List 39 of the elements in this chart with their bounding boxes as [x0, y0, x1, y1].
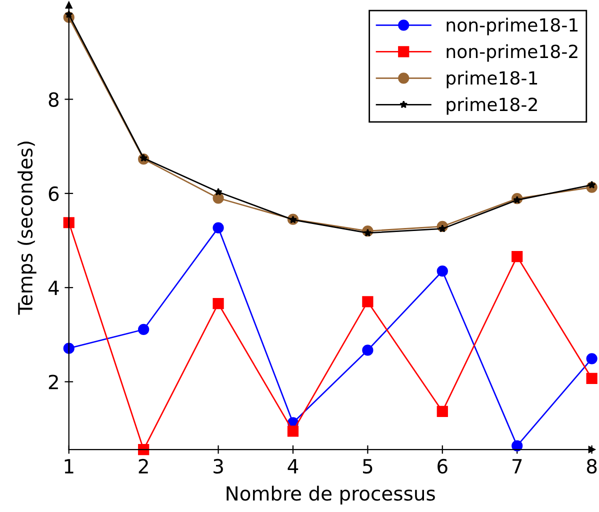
point — [362, 344, 374, 356]
point — [364, 228, 372, 236]
point — [513, 196, 522, 204]
point — [138, 444, 150, 456]
point — [586, 372, 598, 384]
legend-label: non-prime18-2 — [446, 44, 578, 62]
x-tick-label: 8 — [586, 458, 597, 474]
point — [362, 296, 374, 308]
point — [138, 324, 150, 336]
point — [512, 250, 523, 262]
x-tick-label: 2 — [138, 458, 148, 474]
y-axis-title: Temps (secondes) — [18, 142, 36, 315]
x-tick-label: 3 — [214, 458, 223, 474]
point — [287, 426, 299, 437]
point — [214, 188, 222, 196]
point — [140, 154, 148, 162]
point — [588, 180, 596, 188]
y-tick-label: 2 — [48, 374, 58, 390]
point — [63, 342, 74, 354]
point — [212, 222, 224, 234]
legend-label: prime18-1 — [446, 70, 538, 88]
point — [63, 217, 74, 228]
legend-label: non-prime18-1 — [446, 18, 578, 36]
x-tick-label: 6 — [438, 458, 448, 474]
point — [436, 266, 448, 277]
point — [212, 298, 224, 310]
legend-label: prime18-2 — [446, 97, 537, 115]
x-axis-title: Nombre de processus — [226, 486, 435, 505]
x-tick-label: 4 — [288, 459, 298, 474]
point — [438, 224, 446, 232]
x-tick-label: 1 — [64, 459, 74, 474]
point — [512, 440, 523, 452]
x-tick-label: 5 — [363, 459, 372, 474]
x-tick-label: 7 — [512, 459, 522, 474]
y-tick-label: 4 — [48, 280, 59, 295]
point — [586, 353, 598, 364]
y-tick-label: 8 — [48, 92, 59, 107]
point — [436, 406, 448, 417]
y-tick-label: 6 — [48, 186, 59, 202]
